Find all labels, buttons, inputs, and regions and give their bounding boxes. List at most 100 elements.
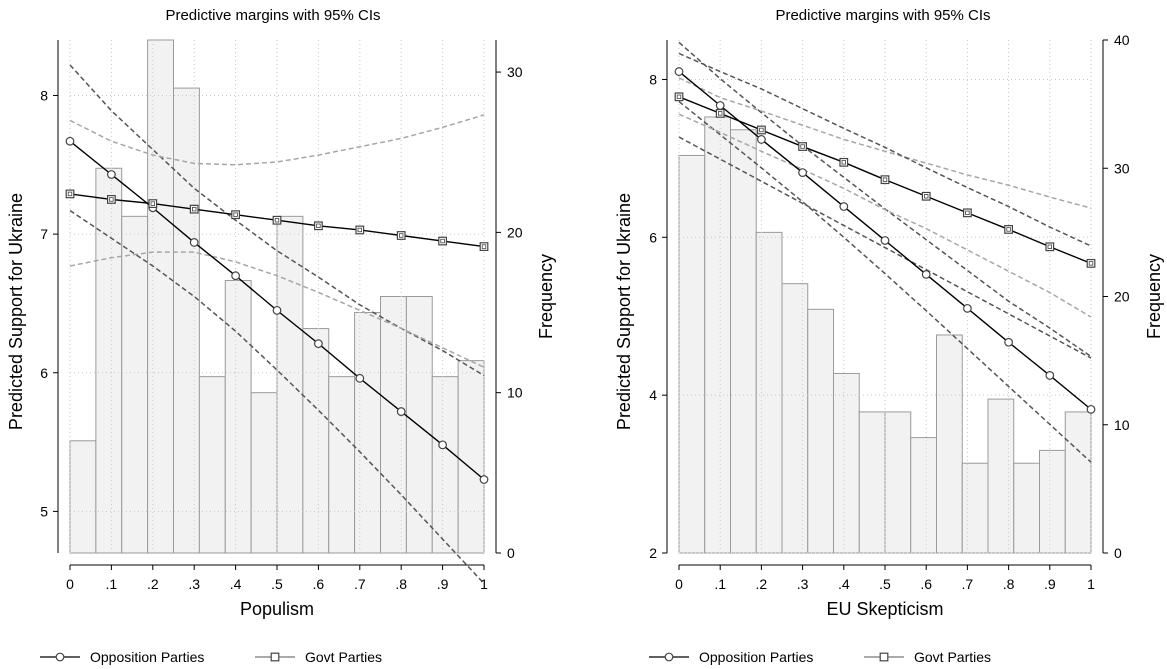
ci-lower-line [678, 100, 1092, 463]
data-point-circle [921, 270, 931, 279]
legend-circle-marker [55, 652, 65, 662]
x-tick-label: 0 [675, 576, 683, 592]
histogram-bar [936, 334, 963, 554]
y2-tick-label: 10 [507, 385, 523, 401]
x-tick-label: .7 [354, 576, 366, 592]
histogram-bar [730, 129, 757, 554]
y-axis-title: Predicted Support for Ukraine [6, 193, 26, 430]
histogram-bar [276, 215, 304, 554]
x-tick-label: .9 [1044, 576, 1056, 592]
data-point-circle [1004, 337, 1013, 347]
data-point-square-inner [800, 144, 805, 149]
data-point-circle [1086, 404, 1096, 414]
data-point-circle [757, 135, 766, 144]
data-point-square-inner [67, 191, 73, 197]
histogram-bar [678, 154, 706, 554]
histogram-bar [431, 376, 459, 554]
histogram-bar [457, 360, 485, 554]
data-point-square-inner [1088, 261, 1094, 266]
histogram-bar [1013, 462, 1040, 554]
legend-label: Govt Parties [914, 649, 991, 665]
data-point-square [715, 108, 725, 118]
y2-axis-title: Frequency [536, 254, 556, 339]
y-tick-label: 6 [649, 229, 657, 245]
x-tick-label: .6 [920, 576, 932, 592]
chart-title: Predictive margins with 95% CIs [775, 7, 990, 24]
data-point-square-inner [233, 212, 238, 217]
histogram-bar [328, 376, 356, 554]
data-point-square [880, 175, 890, 185]
histogram-bar [147, 39, 174, 554]
histogram-bar [405, 296, 433, 554]
x-tick-label: .3 [188, 576, 200, 592]
data-point-square [396, 231, 406, 240]
data-point-square-inner [965, 210, 970, 216]
histogram-bar [121, 215, 149, 554]
data-point-circle [479, 475, 489, 484]
data-point-square [1004, 225, 1013, 234]
data-point-circle [1045, 371, 1055, 380]
data-point-circle [963, 303, 972, 313]
data-point-square-inner [109, 197, 114, 202]
histogram-bar [224, 279, 252, 554]
histogram-bar [704, 116, 731, 554]
data-point-square [839, 157, 849, 167]
histogram-bar [961, 462, 989, 554]
histogram-bar [198, 376, 226, 554]
histogram-bar [1064, 411, 1092, 554]
ci-upper-line [678, 77, 1092, 209]
data-point-square [798, 142, 807, 151]
data-point-circle [674, 67, 684, 76]
x-tick-label: .8 [395, 576, 407, 592]
y-tick-label: 6 [40, 365, 48, 381]
chart-title: Predictive margins with 95% CIs [165, 7, 380, 24]
data-point-square [756, 125, 766, 135]
ci-lower-line [678, 136, 1092, 359]
data-point-square-inner [924, 194, 929, 199]
histogram-bar [833, 372, 860, 554]
ci-upper-line [678, 52, 1092, 247]
y-tick-label: 2 [649, 545, 657, 561]
y2-tick-label: 0 [1114, 545, 1122, 561]
data-point-square-inner [882, 177, 888, 182]
data-point-square-inner [481, 244, 487, 249]
x-tick-label: .5 [879, 576, 891, 592]
data-point-square-inner [759, 127, 764, 133]
data-point-square-inner [274, 218, 280, 223]
x-tick-label: .7 [962, 576, 974, 592]
data-point-square-inner [676, 94, 682, 100]
y2-tick-label: 40 [1114, 32, 1130, 48]
x-tick-label: 0 [66, 576, 74, 592]
histogram-bar [173, 87, 200, 554]
data-point-circle [314, 339, 323, 349]
x-axis-title: EU Skepticism [826, 599, 943, 619]
data-point-circle [189, 238, 199, 247]
ci-upper-line [69, 64, 485, 377]
x-tick-label: .9 [437, 576, 449, 592]
x-tick-label: .1 [714, 576, 726, 592]
histogram-bar [755, 231, 783, 554]
histogram-bar [884, 411, 912, 554]
data-point-square-inner [191, 206, 197, 212]
histogram-bar [95, 167, 123, 554]
x-tick-label: .2 [147, 576, 159, 592]
x-tick-label: .5 [271, 576, 283, 592]
data-point-circle [272, 305, 282, 315]
y-tick-label: 8 [649, 71, 657, 87]
legend-label: Govt Parties [305, 649, 382, 665]
data-point-circle [106, 170, 116, 179]
data-point-circle [715, 101, 725, 110]
y-tick-label: 7 [40, 226, 48, 242]
histogram-bar [910, 437, 937, 554]
data-point-square [106, 195, 116, 204]
y2-tick-label: 30 [1114, 160, 1130, 176]
data-point-square [272, 215, 282, 225]
data-point-square-inner [398, 233, 404, 238]
x-tick-label: .4 [230, 576, 242, 592]
x-axis-title: Populism [240, 599, 314, 619]
ci-lower-line [69, 209, 485, 585]
legend-label: Opposition Parties [699, 649, 813, 665]
y-tick-label: 4 [649, 387, 657, 403]
histogram-bar [354, 312, 381, 554]
